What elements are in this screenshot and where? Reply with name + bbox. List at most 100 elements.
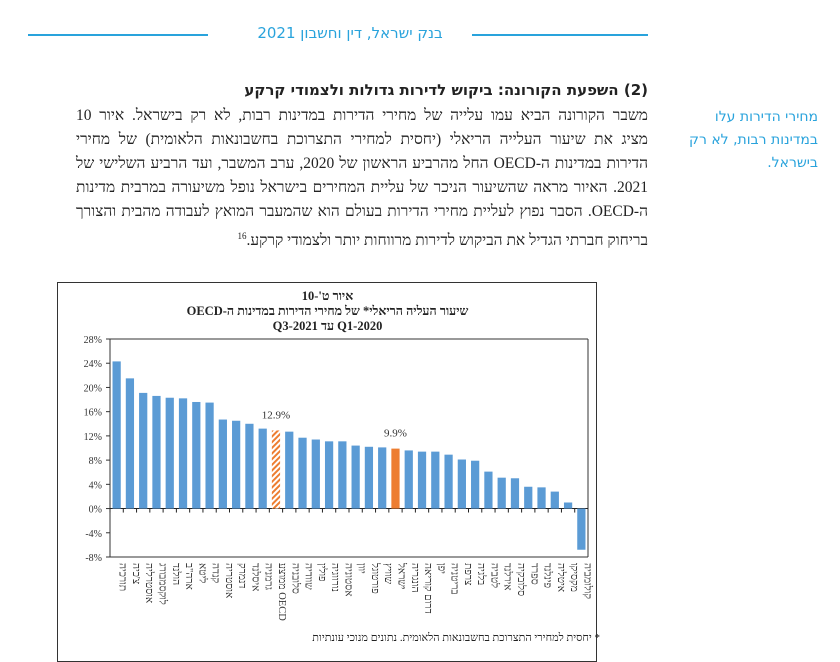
bar (577, 508, 586, 550)
y-tick-label: 4% (89, 480, 102, 491)
x-tick-label: סלובניה (289, 563, 301, 594)
x-tick-label: לוקסמבורג (156, 563, 168, 605)
x-tick-label: מקסיקו (568, 563, 579, 592)
x-tick-label: ממוצע OECD (276, 563, 287, 621)
paragraph-line: מציג את שיעור העלייה הריאלי (יחסית למחיר… (76, 131, 648, 148)
bar (351, 445, 360, 509)
x-tick-label: דרום קוריאה (422, 563, 433, 614)
bar (245, 423, 254, 509)
y-tick-label: -8% (85, 553, 102, 564)
bar (457, 459, 466, 509)
data-label: 9.9% (384, 428, 407, 440)
x-tick-label: קולומביה (581, 563, 593, 599)
x-tick-label: אירלנד (502, 563, 514, 591)
figure-title: שיעור העליה הריאלי* של מחירי הדירות במדי… (186, 304, 469, 318)
running-header: בנק ישראל, דין וחשבון 2021 (257, 24, 443, 42)
paragraph-line: ה-OECD. הסבר נפוץ לעליית מחירי הדירות בע… (76, 203, 648, 220)
bar (271, 430, 281, 509)
header-rule-left (28, 34, 208, 36)
x-tick-label: יפן (435, 563, 446, 574)
body-paragraph: משבר הקורונה הביא עמו עלייה של מחירי הדי… (76, 104, 648, 253)
x-tick-label: לטביה (488, 563, 500, 588)
x-tick-label: אסטוניה (342, 563, 353, 597)
bar (510, 478, 520, 509)
x-tick-label: יוון (356, 563, 367, 574)
x-tick-label: בלגיה (475, 563, 487, 585)
bar (537, 487, 546, 509)
data-label: 12.9% (262, 409, 290, 421)
bar (218, 419, 227, 509)
x-tick-label: שוויץ (382, 563, 393, 585)
paragraph-line-last: בריחוק חברתי הגדיל את הביקוש לדירות מרוו… (76, 224, 648, 253)
x-tick-label: ספרד (528, 563, 539, 585)
chart-footnote: * יחסית למחירי התצרוכת בחשבונאות הלאומית… (312, 632, 600, 644)
x-tick-label: גרמניה (263, 563, 274, 591)
x-tick-label: פינלנד (542, 563, 554, 588)
bar (524, 486, 533, 509)
bar (205, 402, 214, 509)
y-tick-label: 16% (84, 408, 102, 419)
figure-number: איור ט'-10 (301, 289, 354, 303)
bar (165, 397, 174, 509)
x-tick-label: ישראל (395, 562, 407, 590)
y-tick-label: 20% (84, 383, 102, 394)
x-tick-label: ליטא (196, 563, 208, 583)
x-tick-label: הולנד (170, 563, 182, 585)
footnote-ref[interactable]: 16 (237, 231, 247, 241)
x-tick-label: שוודיה (303, 563, 314, 590)
y-tick-label: 24% (84, 359, 102, 370)
bar (298, 437, 307, 509)
section-heading: (2) השפעת הקורונה: ביקוש לדירות גדולות ו… (244, 81, 648, 99)
bar (550, 491, 559, 509)
header-rule-right (472, 34, 648, 36)
x-tick-label: צ'כיה (130, 563, 141, 585)
y-tick-label: 0% (89, 505, 102, 516)
bar (232, 420, 241, 509)
x-tick-label: תורכיה (117, 563, 128, 591)
x-tick-label: דנמרק (236, 563, 247, 588)
x-tick-label: הונגריה (409, 563, 420, 593)
x-tick-label: צרפת (462, 563, 473, 586)
bar (391, 448, 400, 509)
bar (404, 450, 413, 509)
x-tick-label: סלובקיה (515, 563, 527, 596)
bar (444, 454, 453, 509)
x-tick-label: בריטניה (449, 563, 460, 595)
bar (125, 378, 135, 509)
y-tick-label: 12% (84, 432, 102, 443)
x-tick-label: קנדה (210, 563, 221, 584)
bar (417, 451, 427, 509)
x-tick-label: איטליה (555, 563, 567, 592)
bar (178, 398, 188, 509)
x-tick-label: ארה"ב (183, 563, 194, 590)
x-tick-label: פולין (316, 563, 328, 582)
x-tick-label: נורווגיה (329, 563, 340, 592)
paragraph-line: הדירות במדינות ה-OECD החל מהרביע הראשון … (76, 155, 648, 172)
bar (112, 361, 121, 509)
y-tick-label: 28% (84, 335, 102, 346)
bar (378, 447, 387, 509)
margin-note: מחירי הדירות עלו במדינות רבות, לא רק ביש… (689, 109, 818, 171)
paragraph-text: בריחוק חברתי הגדיל את הביקוש לדירות מרוו… (246, 232, 648, 250)
chart-title: איור ט'-10 שיעור העליה הריאלי* של מחירי … (60, 289, 595, 334)
bar-chart: -8% -4% 0% 4% 8% 12% 16% 20% 24% 28% תורכיה צ'כיה או… (84, 335, 594, 621)
bar (285, 431, 294, 509)
x-tick-label: פורטוגל (369, 562, 381, 594)
bar (258, 428, 267, 509)
bar (431, 451, 440, 509)
bar (139, 392, 148, 509)
bar (311, 439, 320, 509)
figure-period: 2020-Q1 עד 2021-Q3 (272, 319, 383, 333)
bar (338, 441, 347, 509)
y-tick-label: 8% (89, 456, 102, 467)
y-tick-label: -4% (85, 529, 102, 540)
paragraph-line: משבר הקורונה הביא עמו עלייה של מחירי הדי… (76, 107, 648, 124)
bar (497, 477, 506, 509)
x-tick-label: אוסטריה (223, 563, 234, 598)
x-tick-label: איסלנד (249, 563, 261, 591)
bar (471, 460, 480, 509)
bar (324, 441, 334, 509)
bar (484, 471, 493, 509)
bar (192, 401, 201, 509)
bar (563, 502, 573, 509)
